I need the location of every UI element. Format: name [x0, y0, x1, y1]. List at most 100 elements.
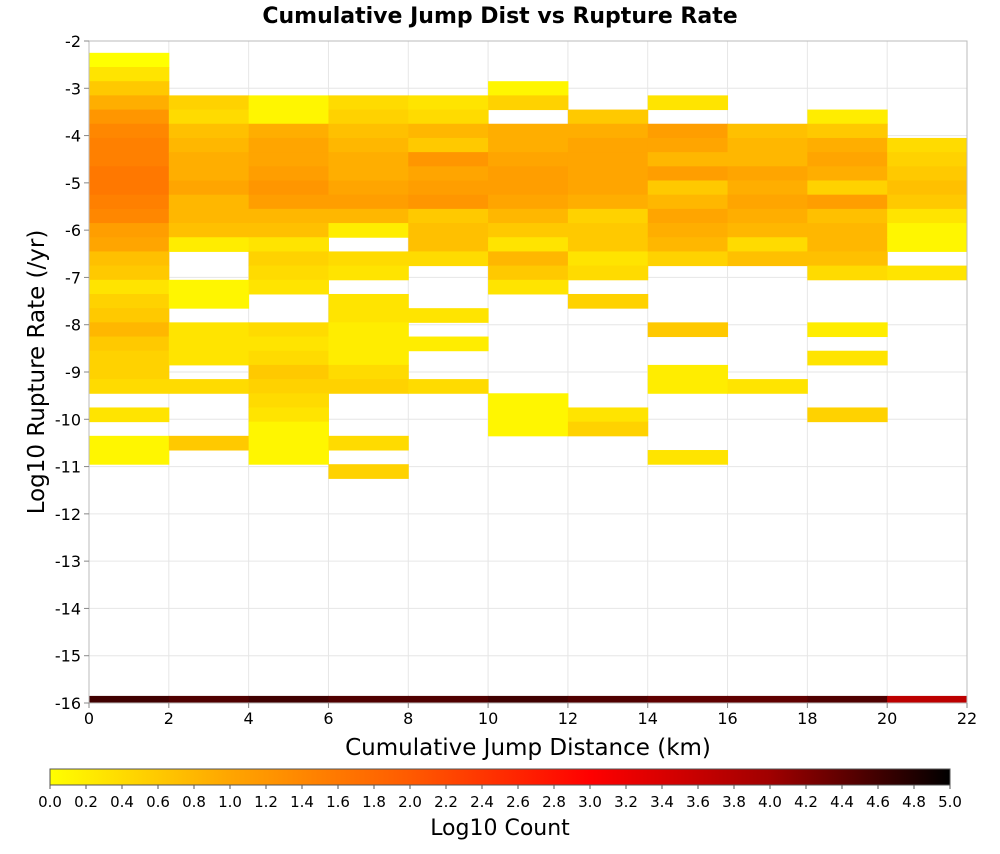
- heatmap-cell: [807, 194, 888, 210]
- heatmap-cell: [89, 364, 170, 380]
- heatmap-cell: [727, 695, 808, 703]
- colorbar-tick-label: 3.2: [614, 793, 638, 811]
- heatmap-cell: [328, 194, 409, 210]
- heatmap-cell: [727, 379, 808, 394]
- y-axis-label: Log10 Rupture Rate (/yr): [24, 230, 50, 515]
- heatmap-cell: [168, 123, 250, 139]
- y-tick-label: -16: [55, 694, 81, 713]
- heatmap-cell: [647, 137, 729, 153]
- heatmap-cell: [408, 237, 489, 252]
- y-tick-label: -13: [55, 552, 81, 571]
- heatmap-cell: [248, 137, 329, 153]
- heatmap-cell: [89, 95, 170, 111]
- heatmap-cell: [807, 109, 888, 125]
- y-tick-label: -3: [65, 79, 81, 98]
- heatmap-cell: [408, 308, 489, 323]
- heatmap-cell: [647, 208, 729, 224]
- x-tick-label: 14: [638, 709, 658, 728]
- y-tick-label: -4: [65, 127, 81, 146]
- heatmap-cell: [647, 95, 729, 111]
- heatmap-cell: [567, 265, 649, 281]
- colorbar-label: Log10 Count: [430, 816, 570, 841]
- colorbar-tick-label: 3.8: [722, 793, 746, 811]
- heatmap-cell: [248, 265, 329, 281]
- heatmap-cell: [567, 223, 649, 238]
- heatmap-cell: [727, 152, 808, 167]
- colorbar-tick-label: 0.8: [182, 793, 206, 811]
- colorbar-tick-label: 3.0: [578, 793, 602, 811]
- heatmap-cell: [89, 336, 170, 352]
- heatmap-cell: [328, 379, 409, 394]
- x-tick-label: 4: [244, 709, 254, 728]
- heatmap-cell: [328, 336, 409, 352]
- heatmap-cell: [727, 237, 808, 252]
- heatmap-cell: [168, 695, 250, 703]
- heatmap-cell: [488, 152, 569, 167]
- heatmap-cell: [567, 421, 649, 437]
- colorbar-ticks: 0.0 0.2 0.4 0.6 0.8 1.0 1.2 1.4 1.6 1.8 2.0 2.2 2.4 2…: [38, 785, 962, 811]
- heatmap-cell: [807, 152, 888, 167]
- colorbar-tick-label: 1.6: [326, 793, 350, 811]
- colorbar: [49, 768, 951, 786]
- y-tick-label: -8: [65, 316, 81, 335]
- heatmap-cell: [248, 95, 329, 111]
- heatmap-cell: [248, 279, 329, 295]
- heatmap-cell: [89, 293, 170, 309]
- heatmap-cell: [887, 208, 968, 224]
- heatmap-cell: [807, 237, 888, 252]
- heatmap-cell: [168, 435, 250, 451]
- heatmap-cell: [248, 695, 329, 703]
- heatmap-cell: [727, 194, 808, 210]
- heatmap-cell: [328, 695, 409, 703]
- heatmap-cell: [647, 251, 729, 267]
- heatmap-cell: [89, 166, 170, 181]
- heatmap-cell: [248, 223, 329, 238]
- heatmap-cell: [89, 81, 170, 96]
- y-tick-label: -9: [65, 363, 81, 382]
- heatmap-cell: [248, 237, 329, 252]
- colorbar-tick-label: 0.6: [146, 793, 170, 811]
- colorbar-tick-label: 4.2: [794, 793, 818, 811]
- heatmap-cell: [807, 251, 888, 267]
- heatmap-cell: [727, 180, 808, 196]
- heatmap-cell: [727, 251, 808, 267]
- colorbar-tick-label: 4.6: [866, 793, 890, 811]
- x-tick-label: 10: [478, 709, 498, 728]
- heatmap-cell: [89, 350, 170, 366]
- heatmap-cell: [408, 336, 489, 352]
- heatmap-cell: [567, 109, 649, 125]
- heatmap-cell: [168, 152, 250, 167]
- heatmap-cell: [328, 180, 409, 196]
- heatmap-cell: [328, 350, 409, 366]
- heatmap-cell: [89, 223, 170, 238]
- heatmap-cell: [408, 166, 489, 181]
- heatmap-cell: [248, 407, 329, 423]
- chart-title: Cumulative Jump Dist vs Rupture Rate: [262, 4, 737, 29]
- heatmap-cell: [887, 265, 968, 281]
- heatmap-cell: [567, 407, 649, 423]
- heatmap-cell: [488, 81, 569, 96]
- heatmap-cell: [248, 421, 329, 437]
- y-tick-label: -2: [65, 32, 81, 51]
- y-tick-label: -10: [55, 410, 81, 429]
- heatmap-cell: [408, 379, 489, 394]
- heatmap-cell: [567, 152, 649, 167]
- heatmap-cell: [328, 364, 409, 380]
- x-axis-ticks: 0 2 4 6 8 10 12 14 16 18 20 22: [84, 703, 977, 728]
- heatmap-cell: [328, 137, 409, 153]
- heatmap-cell: [647, 194, 729, 210]
- colorbar-tick-label: 0.0: [38, 793, 62, 811]
- colorbar-tick-label: 4.8: [902, 793, 926, 811]
- heatmap-cell: [168, 379, 250, 394]
- heatmap-cell: [887, 223, 968, 238]
- heatmap-cell: [567, 293, 649, 309]
- heatmap-cell: [807, 166, 888, 181]
- heatmap-cell: [567, 137, 649, 153]
- heatmap-cell: [807, 265, 888, 281]
- colorbar-tick-label: 0.4: [110, 793, 134, 811]
- x-tick-label: 0: [84, 709, 94, 728]
- x-tick-label: 12: [558, 709, 578, 728]
- heatmap-cell: [248, 450, 329, 465]
